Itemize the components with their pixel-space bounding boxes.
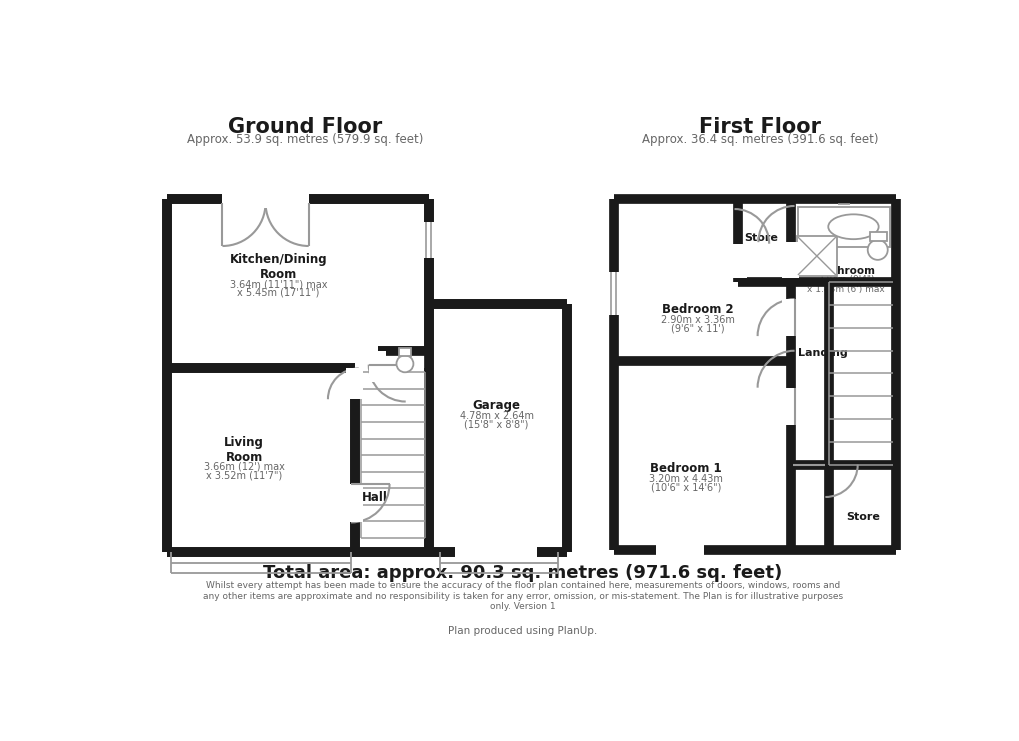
Polygon shape — [420, 222, 437, 258]
Text: (15'8" x 8'8"): (15'8" x 8'8") — [464, 419, 528, 430]
Text: Garage: Garage — [472, 399, 520, 412]
Text: Bedroom 2: Bedroom 2 — [662, 302, 734, 316]
Text: Landing: Landing — [798, 348, 847, 358]
Text: Hall: Hall — [362, 491, 387, 505]
Text: 2.84m (9'4"): 2.84m (9'4") — [817, 276, 873, 285]
Text: 3.66m (12') max: 3.66m (12') max — [204, 462, 284, 472]
Text: 3.64m (11'11") max: 3.64m (11'11") max — [229, 279, 327, 290]
Text: 4.78m x 2.64m: 4.78m x 2.64m — [460, 411, 533, 421]
Text: Kitchen/Dining
Room: Kitchen/Dining Room — [229, 253, 327, 281]
Polygon shape — [782, 242, 799, 279]
Text: WC: WC — [392, 363, 411, 373]
Polygon shape — [604, 272, 622, 314]
Polygon shape — [454, 543, 536, 560]
Polygon shape — [369, 350, 386, 382]
Text: x 1.83m (6') max: x 1.83m (6') max — [806, 285, 884, 293]
Text: First Floor: First Floor — [698, 116, 820, 136]
Bar — [398, 348, 411, 356]
Text: Bathroom: Bathroom — [816, 265, 874, 276]
Polygon shape — [346, 484, 363, 522]
Text: Store: Store — [744, 233, 777, 242]
Text: (9'6" x 11'): (9'6" x 11') — [671, 323, 725, 333]
Text: Living
Room: Living Room — [224, 436, 264, 464]
Bar — [167, 199, 567, 552]
Ellipse shape — [827, 214, 877, 239]
Text: Plan produced using PlanUp.: Plan produced using PlanUp. — [447, 626, 597, 636]
Text: x 3.52m (11'7"): x 3.52m (11'7") — [206, 471, 282, 480]
Text: Store: Store — [846, 512, 879, 522]
Polygon shape — [730, 244, 746, 279]
Polygon shape — [369, 360, 406, 377]
Text: (10'6" x 14'6"): (10'6" x 14'6") — [650, 483, 720, 493]
Polygon shape — [782, 388, 799, 425]
Bar — [381, 348, 428, 368]
Text: Approx. 53.9 sq. metres (579.9 sq. feet): Approx. 53.9 sq. metres (579.9 sq. feet) — [187, 133, 423, 146]
Bar — [796, 236, 837, 276]
Polygon shape — [346, 368, 363, 399]
Polygon shape — [222, 190, 309, 207]
Polygon shape — [782, 299, 799, 336]
Text: Bedroom 1: Bedroom 1 — [649, 462, 721, 475]
Bar — [613, 199, 896, 550]
Circle shape — [396, 356, 413, 372]
Bar — [428, 199, 567, 304]
Text: Approx. 36.4 sq. metres (391.6 sq. feet): Approx. 36.4 sq. metres (391.6 sq. feet) — [641, 133, 877, 146]
Bar — [869, 232, 887, 242]
Text: x 5.45m (17'11"): x 5.45m (17'11") — [237, 288, 320, 298]
Text: Whilst every attempt has been made to ensure the accuracy of the floor plan cont: Whilst every attempt has been made to en… — [203, 582, 842, 611]
Text: Total area: approx. 90.3 sq. metres (971.6 sq. feet): Total area: approx. 90.3 sq. metres (971… — [263, 564, 782, 582]
Text: 3.20m x 4.43m: 3.20m x 4.43m — [648, 474, 722, 485]
Bar — [798, 207, 890, 247]
Circle shape — [867, 240, 887, 260]
Text: 2.90m x 3.36m: 2.90m x 3.36m — [660, 315, 735, 325]
Text: Ground Floor: Ground Floor — [228, 116, 382, 136]
Polygon shape — [655, 542, 704, 559]
